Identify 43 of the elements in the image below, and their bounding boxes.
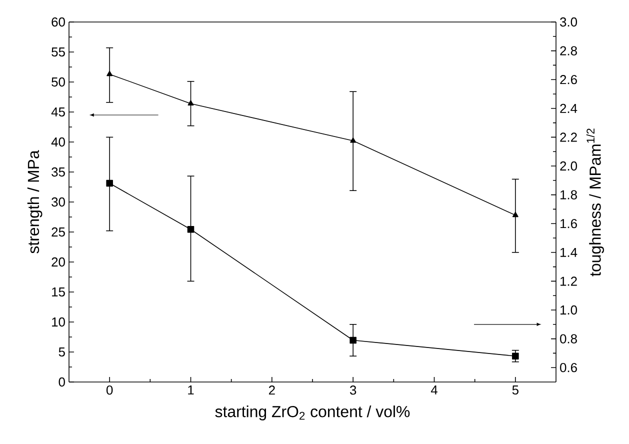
point	[512, 212, 518, 218]
y2-tick-label: 2.4	[560, 104, 578, 113]
y2-tick-label: 2.6	[560, 75, 577, 84]
point	[106, 180, 113, 187]
y2-tick-label: 1.8	[560, 190, 577, 200]
y2-tick-label: 1.2	[560, 276, 577, 286]
y2-tick-label: 2.0	[560, 161, 578, 171]
y2-tick-label: 1.0	[560, 305, 578, 315]
y-tick-label: 40	[51, 137, 65, 147]
y-tick-label: 50	[52, 77, 65, 87]
y-tick-label: 35	[52, 167, 65, 177]
y2-tick-label: 1.6	[560, 219, 577, 228]
x-axis-title: starting ZrO$_{2}$ content / vol%	[215, 406, 410, 420]
x-tick-label: 5	[512, 386, 518, 395]
y2-axis-title: toughness / MPam$^{1/2}$	[586, 128, 604, 276]
y2-tick-label: 1.4	[560, 248, 578, 257]
y-tick-label: 5	[58, 347, 65, 357]
y-tick-label: 55	[52, 47, 65, 57]
y2-tick-label: 2.8	[560, 46, 577, 56]
x-tick-label: 0	[106, 386, 113, 395]
y-tick-label: 25	[52, 227, 65, 237]
y-tick-label: 15	[52, 287, 65, 297]
point	[350, 336, 356, 344]
point	[188, 100, 194, 106]
x-tick-label: 4	[430, 386, 438, 394]
y-axis-title: strength / MPa	[27, 150, 42, 254]
y2-tick-label: 3.0	[560, 17, 578, 27]
x-tick-label: 1	[188, 386, 194, 394]
y-tick-label: 20	[52, 257, 65, 267]
y-tick-label: 0	[58, 377, 65, 387]
y-tick-label: 30	[52, 197, 65, 207]
point	[106, 70, 113, 76]
point	[350, 137, 356, 143]
x-tick-label: 3	[350, 386, 356, 395]
y2-tick-label: 2.2	[560, 132, 577, 142]
y2-tick-label: 0.6	[560, 363, 577, 372]
y2-tick-label: 0.8	[560, 334, 577, 344]
point	[512, 352, 519, 360]
point	[187, 226, 194, 233]
x-tick-label: 2	[268, 386, 275, 395]
y-tick-label: 10	[52, 317, 65, 327]
y-tick-label: 45	[51, 107, 65, 117]
y-tick-label: 60	[52, 17, 65, 27]
